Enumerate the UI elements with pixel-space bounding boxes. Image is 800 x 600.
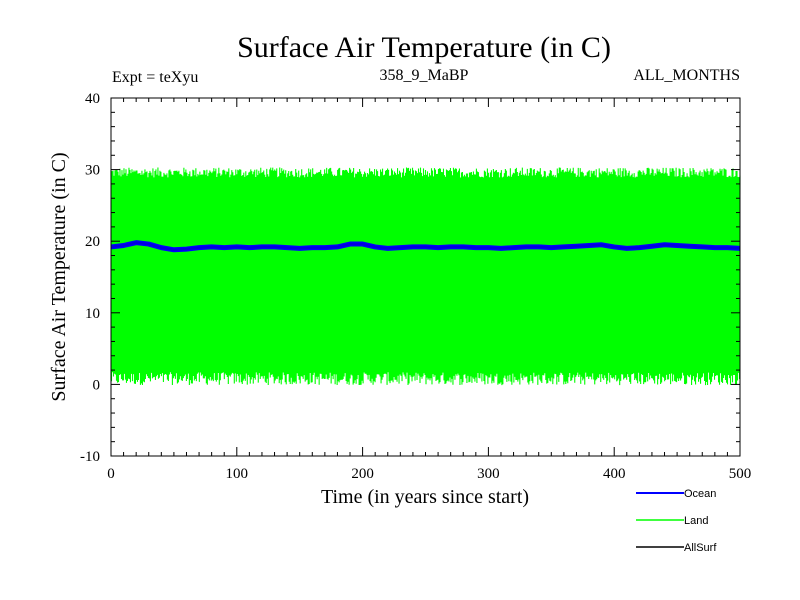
- x-tick-label: 0: [107, 466, 115, 482]
- y-tick-label: 40: [85, 91, 100, 107]
- plot-area: [110, 167, 741, 386]
- y-tick-label: 10: [85, 306, 100, 322]
- x-tick-label: 100: [226, 466, 249, 482]
- y-axis-label: Surface Air Temperature (in C): [48, 152, 70, 401]
- x-tick-label: 300: [477, 466, 500, 482]
- legend: Ocean Land AllSurf: [636, 488, 717, 554]
- legend-label-land: Land: [684, 515, 708, 527]
- series-land-line: [110, 167, 741, 386]
- y-tick-label: -10: [80, 449, 100, 465]
- experiment-label: Expt = teXyu: [112, 69, 198, 86]
- x-tick-label: 500: [729, 466, 752, 482]
- y-tick-label: 20: [85, 234, 100, 250]
- legend-label-allsurf: AllSurf: [684, 542, 717, 554]
- axes: 0 100 200 300 400 500 -10 0 10 20 30 40: [80, 91, 751, 482]
- y-tick-label: 0: [93, 377, 101, 393]
- period-label: 358_9_MaBP: [380, 67, 469, 84]
- months-label: ALL_MONTHS: [633, 67, 740, 84]
- legend-label-ocean: Ocean: [684, 488, 716, 500]
- series-ocean-texture: [110, 241, 741, 251]
- x-tick-label: 200: [351, 466, 374, 482]
- x-tick-label: 400: [603, 466, 626, 482]
- x-axis-label: Time (in years since start): [321, 486, 529, 508]
- y-tick-label: 30: [85, 163, 100, 179]
- chart-title: Surface Air Temperature (in C): [237, 31, 611, 64]
